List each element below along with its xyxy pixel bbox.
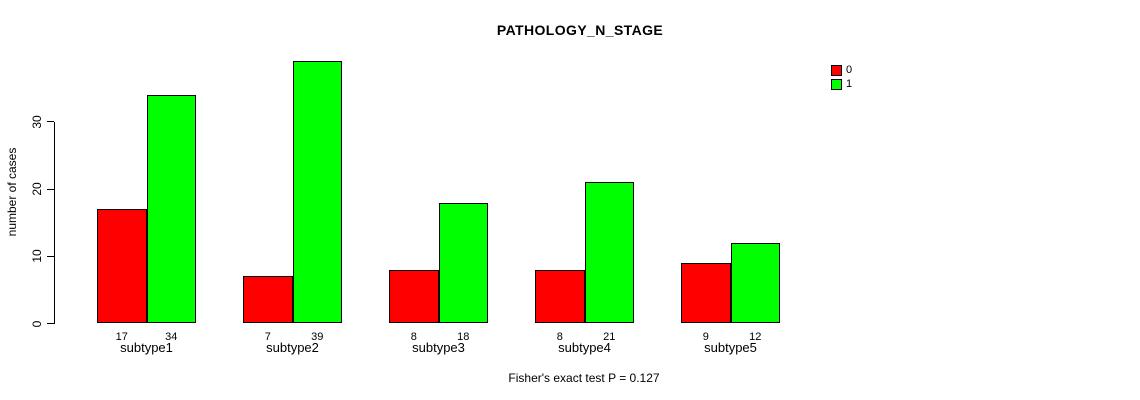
y-axis-tick [47, 121, 54, 123]
bar-1-subtype4 [584, 182, 634, 324]
y-axis-label: number of cases [5, 147, 19, 237]
bar-1-subtype1 [146, 95, 196, 324]
bar-0-subtype1 [97, 209, 147, 324]
y-axis-tick-label: 20 [30, 182, 44, 196]
bar-1-subtype3 [438, 202, 488, 324]
bar-value-label: 39 [311, 331, 324, 343]
y-axis-tick [47, 188, 54, 190]
legend-label: 0 [846, 63, 853, 76]
bar-0-subtype3 [389, 269, 439, 324]
category-label-subtype5: subtype5 [704, 340, 757, 355]
bar-value-label: 9 [702, 331, 709, 343]
y-axis-tick-label: 0 [30, 320, 44, 327]
legend-entry-1: 1 [831, 77, 852, 91]
y-axis-tick-label: 10 [30, 249, 44, 263]
chart-title: PATHOLOGY_N_STAGE [496, 22, 664, 38]
legend-label: 1 [846, 77, 853, 90]
legend-entry-0: 0 [831, 63, 852, 77]
bar-value-label: 21 [603, 331, 616, 343]
legend-swatch-1 [831, 78, 842, 90]
y-axis-tick [47, 323, 54, 324]
y-axis-tick-label: 30 [30, 115, 44, 129]
bar-value-label: 8 [410, 331, 417, 343]
bar-0-subtype2 [243, 276, 293, 324]
bar-1-subtype5 [730, 242, 780, 324]
bar-value-label: 18 [457, 331, 470, 343]
bar-value-label: 8 [556, 331, 563, 343]
category-label-subtype3: subtype3 [412, 340, 465, 355]
bar-value-label: 17 [115, 331, 128, 343]
bar-1-subtype2 [292, 61, 342, 324]
bar-value-label: 34 [165, 331, 178, 343]
y-axis-tick [47, 255, 54, 257]
category-label-subtype4: subtype4 [558, 340, 611, 355]
y-axis-line [54, 121, 55, 325]
legend-swatch-0 [831, 64, 842, 76]
bar-0-subtype4 [535, 269, 585, 324]
annotation-pvalue: Fisher's exact test P = 0.127 [508, 371, 660, 385]
category-label-subtype1: subtype1 [120, 340, 173, 355]
bar-value-label: 12 [749, 331, 762, 343]
category-label-subtype2: subtype2 [266, 340, 319, 355]
bar-value-label: 7 [264, 331, 271, 343]
bar-0-subtype5 [681, 263, 731, 324]
